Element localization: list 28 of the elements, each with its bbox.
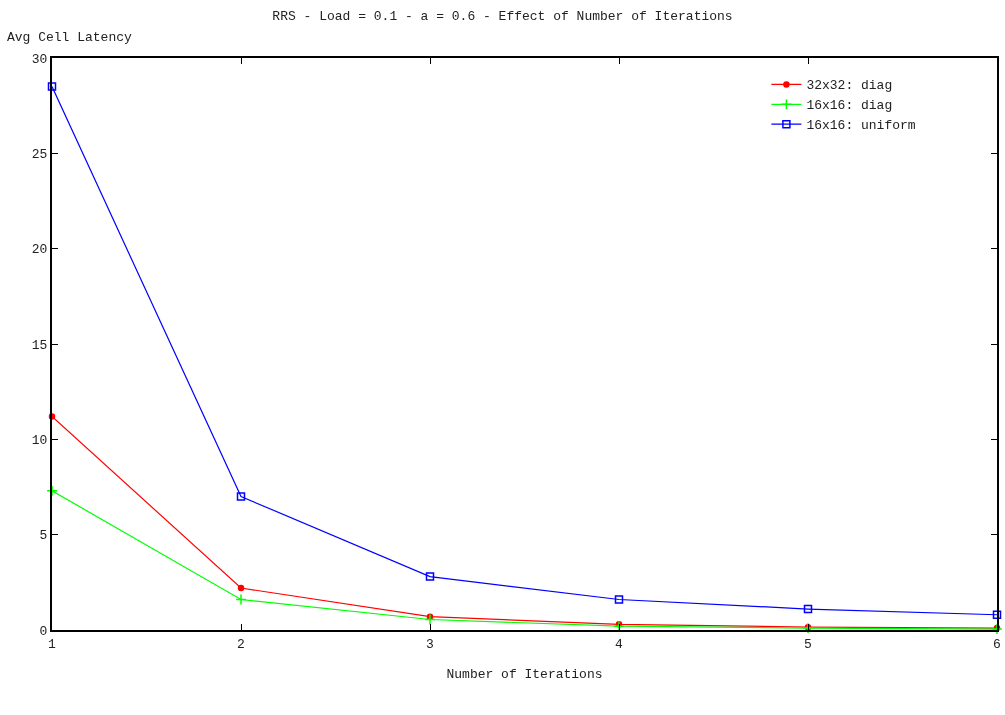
y-tick-label: 20 — [31, 242, 48, 258]
point — [992, 610, 1002, 619]
x-axis-title: Number of Iterations — [446, 666, 603, 682]
y-tick-label: 5 — [39, 528, 48, 544]
y-tick-label: 30 — [31, 51, 48, 67]
x-tick-label: 6 — [993, 636, 1001, 652]
x-tick-label: 2 — [237, 636, 245, 652]
point — [235, 593, 247, 606]
point — [236, 492, 246, 501]
x-tick-label: 5 — [804, 636, 812, 652]
point — [425, 572, 435, 581]
point — [803, 604, 813, 614]
y-tick-label: 25 — [31, 146, 48, 162]
legend-label: 32x32: diag — [806, 78, 893, 94]
x-tick-label: 4 — [615, 636, 624, 652]
x-tick-label: 3 — [426, 636, 434, 652]
y-tick-label: 0 — [39, 623, 48, 639]
chart-title: RRS - Load = 0.1 - a = 0.6 - Effect of Number of Iterations — [272, 8, 733, 24]
y-tick-label: 10 — [31, 432, 48, 448]
y-axis-title: Avg Cell Latency — [7, 30, 133, 45]
point — [614, 595, 624, 604]
legend-label: 16x16: diag — [806, 98, 893, 114]
legend-label: 16x16: uniform — [806, 118, 916, 134]
y-tick-label: 15 — [31, 337, 48, 353]
point — [237, 584, 245, 592]
point — [424, 613, 436, 626]
point — [47, 82, 57, 91]
x-tick-label: 1 — [48, 636, 57, 652]
